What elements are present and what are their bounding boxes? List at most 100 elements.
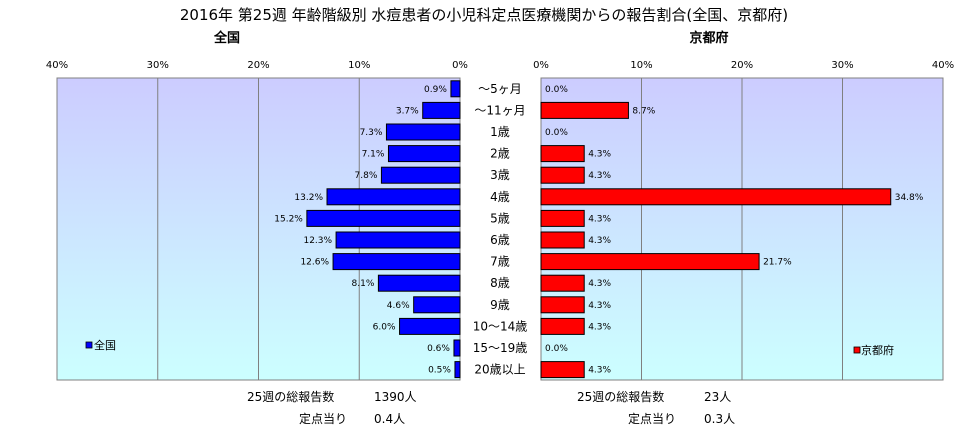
left-tick-label: 10% — [348, 60, 370, 71]
right-bars — [540, 101, 892, 379]
right-legend-swatch — [853, 346, 861, 354]
left-bar — [335, 231, 461, 249]
right-data-label: 0.0% — [545, 344, 568, 354]
right-per-site-value: 0.3人 — [704, 412, 736, 426]
right-bar — [540, 274, 585, 292]
left-legend-swatch — [85, 341, 93, 349]
left-bar — [380, 166, 461, 184]
left-bar — [413, 296, 461, 314]
left-legend: 全国 — [85, 338, 116, 352]
right-bar — [540, 296, 585, 314]
right-tick-label: 30% — [831, 60, 853, 71]
left-data-label: 7.3% — [360, 128, 383, 138]
category-label: 20歳以上 — [474, 363, 525, 377]
category-label: 15～19歳 — [473, 341, 528, 355]
right-bar — [540, 209, 585, 227]
left-bar — [377, 274, 461, 292]
left-bar — [422, 101, 461, 119]
category-label: 1歳 — [490, 125, 510, 139]
left-per-site-label: 定点当り — [299, 412, 348, 426]
left-bars — [306, 80, 461, 379]
left-total-label: 25週の総報告数 — [247, 390, 335, 404]
category-label: 10～14歳 — [473, 319, 528, 333]
right-bar — [540, 361, 585, 379]
left-bar — [453, 339, 461, 357]
left-data-label: 0.5% — [428, 366, 451, 376]
category-label: ～5ヶ月 — [478, 82, 522, 96]
right-bar — [540, 101, 629, 119]
left-data-label: 7.1% — [362, 150, 385, 160]
left-tick-label: 0% — [452, 60, 468, 71]
right-data-label: 4.3% — [588, 236, 611, 246]
right-bar — [540, 188, 892, 206]
right-gridlines — [641, 78, 843, 380]
right-panel-title: 京都府 — [689, 30, 728, 46]
left-panel-title: 全国 — [213, 30, 240, 46]
right-total-label: 25週の総報告数 — [577, 390, 665, 404]
right-bar — [540, 317, 585, 335]
left-bar — [385, 123, 461, 141]
right-bar — [540, 166, 585, 184]
category-labels: ～5ヶ月 ～11ヶ月 1歳 2歳 3歳 4歳 5歳 6歳 7歳 8歳 9歳 10～14歳 15～19歳 2… — [473, 82, 528, 377]
left-data-label: 0.9% — [424, 85, 447, 95]
right-data-label: 0.0% — [545, 128, 568, 138]
right-tick-label: 20% — [731, 60, 753, 71]
right-legend: 京都府 — [853, 343, 894, 357]
category-label: 2歳 — [490, 147, 510, 161]
right-tick-label: 40% — [932, 60, 954, 71]
right-data-label: 4.3% — [588, 171, 611, 181]
right-tick-label: 10% — [630, 60, 652, 71]
left-bar — [454, 361, 461, 379]
category-label: ～11ヶ月 — [474, 103, 525, 117]
right-data-label: 21.7% — [763, 258, 792, 268]
left-legend-label: 全国 — [94, 338, 116, 352]
left-total-value: 1390人 — [374, 390, 417, 404]
left-bar — [332, 253, 461, 271]
right-tick-labels: 0% 10% 20% 30% 40% — [533, 60, 954, 71]
left-tick-label: 20% — [247, 60, 269, 71]
left-data-label: 4.6% — [387, 301, 410, 311]
left-per-site-value: 0.4人 — [374, 412, 406, 426]
left-data-label: 12.6% — [300, 258, 329, 268]
category-label: 8歳 — [490, 276, 510, 290]
category-label: 9歳 — [490, 298, 510, 312]
left-data-label: 12.3% — [303, 236, 332, 246]
left-data-label: 6.0% — [373, 322, 396, 332]
right-total-value: 23人 — [704, 390, 732, 404]
left-data-label: 3.7% — [396, 106, 419, 116]
left-bar — [399, 317, 461, 335]
right-data-label: 4.3% — [588, 279, 611, 289]
right-data-label: 34.8% — [895, 193, 924, 203]
right-data-label: 4.3% — [588, 150, 611, 160]
right-per-site-label: 定点当り — [628, 412, 677, 426]
left-bar — [326, 188, 461, 206]
left-bar — [306, 209, 461, 227]
category-label: 4歳 — [490, 190, 510, 204]
right-data-label: 4.3% — [588, 366, 611, 376]
left-bar — [387, 145, 461, 163]
right-bar — [540, 253, 760, 271]
right-data-label: 8.7% — [632, 106, 655, 116]
category-label: 7歳 — [490, 255, 510, 269]
category-label: 6歳 — [490, 233, 510, 247]
left-data-label: 15.2% — [274, 214, 303, 224]
right-data-label: 4.3% — [588, 322, 611, 332]
left-data-label: 7.8% — [355, 171, 378, 181]
right-bar — [540, 145, 585, 163]
chart-title: 2016年 第25週 年齢階級別 水痘患者の小児科定点医療機関からの報告割合(全… — [180, 6, 788, 24]
left-data-label: 0.6% — [427, 344, 450, 354]
left-bar — [450, 80, 461, 98]
left-tick-label: 40% — [46, 60, 68, 71]
left-gridlines — [157, 78, 360, 380]
left-data-label: 13.2% — [294, 193, 323, 203]
right-data-label: 4.3% — [588, 301, 611, 311]
left-tick-labels: 0% 10% 20% 30% 40% — [46, 60, 468, 71]
left-data-label: 8.1% — [352, 279, 375, 289]
left-data-labels: 0.9% 3.7% 7.3% 7.1% 7.8% 13.2% 15.2% 12.3% 12.6%… — [274, 85, 451, 376]
left-tick-label: 30% — [147, 60, 169, 71]
right-bar — [540, 231, 585, 249]
right-tick-label: 0% — [533, 60, 549, 71]
right-data-labels: 0.0% 8.7% 0.0% 4.3% 4.3% 34.8% 4.3% 4.3% 21.7% 4.… — [545, 85, 924, 376]
right-legend-label: 京都府 — [861, 343, 894, 357]
